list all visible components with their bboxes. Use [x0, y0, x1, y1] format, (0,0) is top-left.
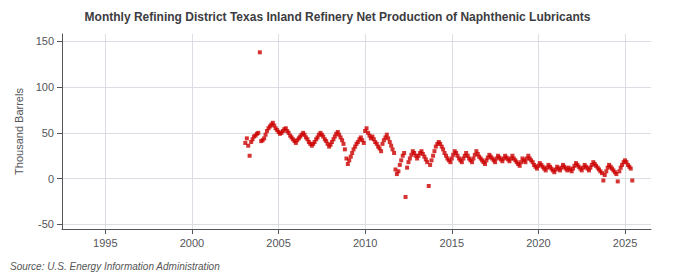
svg-text:150: 150	[36, 35, 54, 47]
svg-text:Thousand Barrels: Thousand Barrels	[13, 88, 25, 175]
svg-text:Source: U.S. Energy Informatio: Source: U.S. Energy Information Administ…	[10, 261, 220, 272]
svg-text:2020: 2020	[526, 237, 550, 249]
svg-text:2010: 2010	[353, 237, 377, 249]
svg-text:50: 50	[42, 127, 54, 139]
svg-text:0: 0	[48, 173, 54, 185]
svg-text:2025: 2025	[613, 237, 637, 249]
svg-text:2015: 2015	[440, 237, 464, 249]
svg-text:Monthly Refining District Texa: Monthly Refining District Texas Inland R…	[85, 10, 591, 24]
svg-text:100: 100	[36, 81, 54, 93]
svg-text:1995: 1995	[93, 237, 117, 249]
svg-text:-50: -50	[38, 218, 54, 230]
svg-text:2005: 2005	[266, 237, 290, 249]
svg-text:2000: 2000	[180, 237, 204, 249]
